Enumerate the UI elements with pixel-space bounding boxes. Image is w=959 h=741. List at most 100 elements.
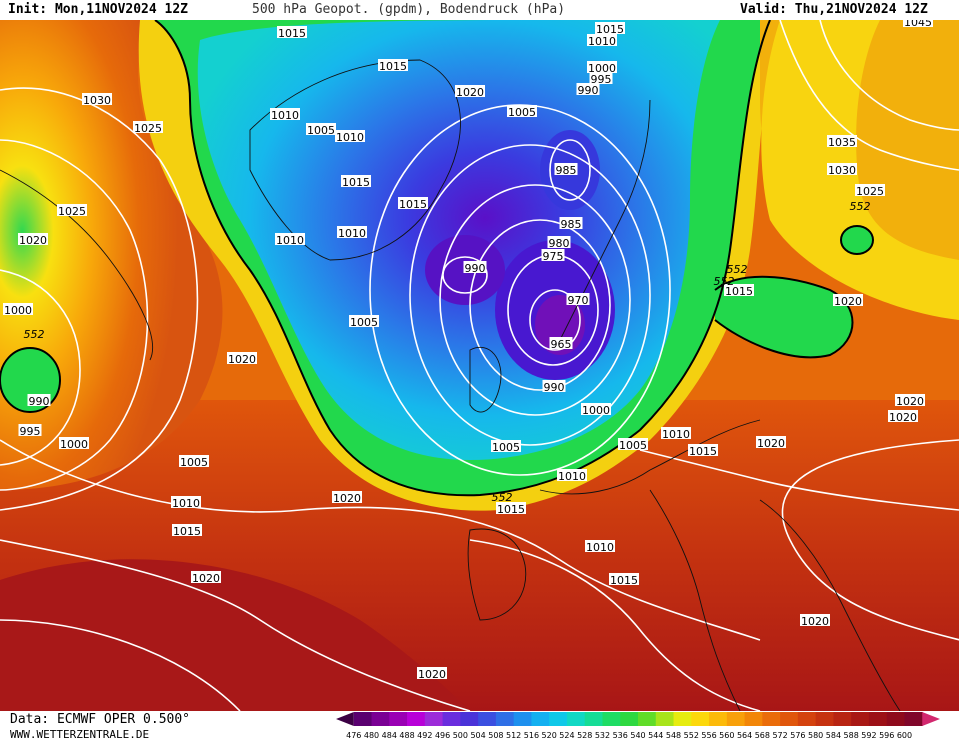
map-title: 500 hPa Geopot. (gpdm), Bodendruck (hPa) (252, 2, 566, 17)
isobar-label: 990 (27, 394, 51, 408)
isobar-label: 1015 (496, 502, 526, 516)
header: Init: Mon,11NOV2024 12Z 500 hPa Geopot. … (0, 0, 959, 20)
isobar-label: 1000 (3, 303, 33, 317)
color-scale-legend: 476 480 484 488 492 496 500 504 508 512 516 520 524 5… (336, 712, 940, 740)
legend-label: 488 (399, 731, 414, 740)
legend-swatch (389, 712, 408, 726)
svg-text:1000: 1000 (582, 404, 610, 417)
svg-text:1015: 1015 (278, 27, 306, 40)
isobar-label: 970 (566, 293, 590, 307)
svg-text:1005: 1005 (350, 316, 378, 329)
svg-text:995: 995 (20, 425, 41, 438)
svg-text:1005: 1005 (619, 439, 647, 452)
svg-text:990: 990 (544, 381, 565, 394)
isobar-label: 1030 (827, 163, 857, 177)
legend-label: 576 (790, 731, 805, 740)
svg-text:1020: 1020 (333, 492, 361, 505)
legend-swatch (726, 712, 746, 726)
legend-swatch (407, 712, 426, 726)
legend-swatch (744, 712, 763, 726)
svg-text:1010: 1010 (662, 428, 690, 441)
isobar-label: 990 (542, 380, 566, 394)
legend-swatch (513, 712, 532, 726)
svg-text:975: 975 (543, 250, 564, 263)
legend-swatch (762, 712, 781, 726)
legend-swatch (478, 712, 497, 726)
weather-map: 1015 1015 1010 1045 1015 1000 995 990 1020 1030 10… (0, 20, 959, 711)
legend-swatch (815, 712, 834, 726)
svg-text:1020: 1020 (19, 234, 47, 247)
legend-label: 580 (808, 731, 823, 740)
contour-552-west (0, 347, 61, 413)
svg-text:1010: 1010 (588, 35, 616, 48)
legend-label: 520 (542, 731, 557, 740)
legend-label: 524 (559, 731, 574, 740)
svg-text:1035: 1035 (828, 136, 856, 149)
svg-text:1020: 1020 (896, 395, 924, 408)
svg-text:1020: 1020 (834, 295, 862, 308)
legend-label: 560 (719, 731, 734, 740)
valid-time: Valid: Thu,21NOV2024 12Z (740, 2, 928, 17)
legend-swatch (424, 712, 444, 726)
east-green-spot (841, 226, 873, 254)
legend-label: 588 (844, 731, 859, 740)
svg-text:1020: 1020 (757, 437, 785, 450)
legend-swatch (620, 712, 639, 726)
isobar-label: 1020 (18, 233, 48, 247)
isobar-label: 985 (554, 163, 578, 177)
legend-swatch (638, 712, 657, 726)
contour-552-main (154, 20, 771, 497)
legend-swatch (868, 712, 888, 726)
svg-text:965: 965 (551, 338, 572, 351)
isobar-label: 1015 (688, 444, 718, 458)
isobar-label: 1015 (398, 197, 428, 211)
legend-label: 504 (470, 731, 485, 740)
isobar-label: 1020 (756, 436, 786, 450)
isobar-label: 1005 (179, 455, 209, 469)
isobar-label: 1015 (595, 22, 625, 36)
isobar-lines (0, 20, 959, 711)
legend-label: 500 (453, 731, 468, 740)
isobar-label: 1015 (724, 284, 754, 298)
svg-text:1010: 1010 (558, 470, 586, 483)
isobar-label: 995 (589, 72, 613, 86)
legend-swatch (531, 712, 550, 726)
legend-label: 496 (435, 731, 450, 740)
contour-552-label: 552 (850, 200, 871, 213)
svg-text:1030: 1030 (828, 164, 856, 177)
legend-label: 592 (861, 731, 876, 740)
legend-swatch (442, 712, 461, 726)
isobar-label: 1020 (417, 667, 447, 681)
legend-swatch (691, 712, 710, 726)
isobar-label: 1015 (172, 524, 202, 538)
init-time: Init: Mon,11NOV2024 12Z (8, 2, 189, 17)
east-yellow-band (761, 20, 959, 320)
legend-label: 596 (879, 731, 894, 740)
isobar-label: 1020 (888, 410, 918, 424)
isobar-label: 1005 (491, 440, 521, 454)
isobar-label: 1015 (341, 175, 371, 189)
svg-text:1010: 1010 (338, 227, 366, 240)
legend-swatch (709, 712, 728, 726)
legend-swatch (886, 712, 905, 726)
svg-text:985: 985 (561, 218, 582, 231)
svg-text:1015: 1015 (173, 525, 201, 538)
isobar-label: 1010 (275, 233, 305, 247)
isobar-label: 980 (547, 236, 571, 250)
legend-swatch (336, 712, 354, 726)
isobar-label: 1030 (82, 93, 112, 107)
svg-text:970: 970 (568, 294, 589, 307)
legend-swatch (655, 712, 675, 726)
isobar-label: 1020 (833, 294, 863, 308)
isobar-label: 1005 (618, 438, 648, 452)
svg-text:1000: 1000 (588, 62, 616, 75)
svg-text:1015: 1015 (596, 23, 624, 36)
legend-label: 512 (506, 731, 521, 740)
svg-text:1020: 1020 (801, 615, 829, 628)
isobar-label: 1005 (349, 315, 379, 329)
svg-text:1010: 1010 (586, 541, 614, 554)
isobar-label: 1025 (133, 121, 163, 135)
svg-text:990: 990 (29, 395, 50, 408)
isobar-label: 975 (541, 249, 565, 263)
